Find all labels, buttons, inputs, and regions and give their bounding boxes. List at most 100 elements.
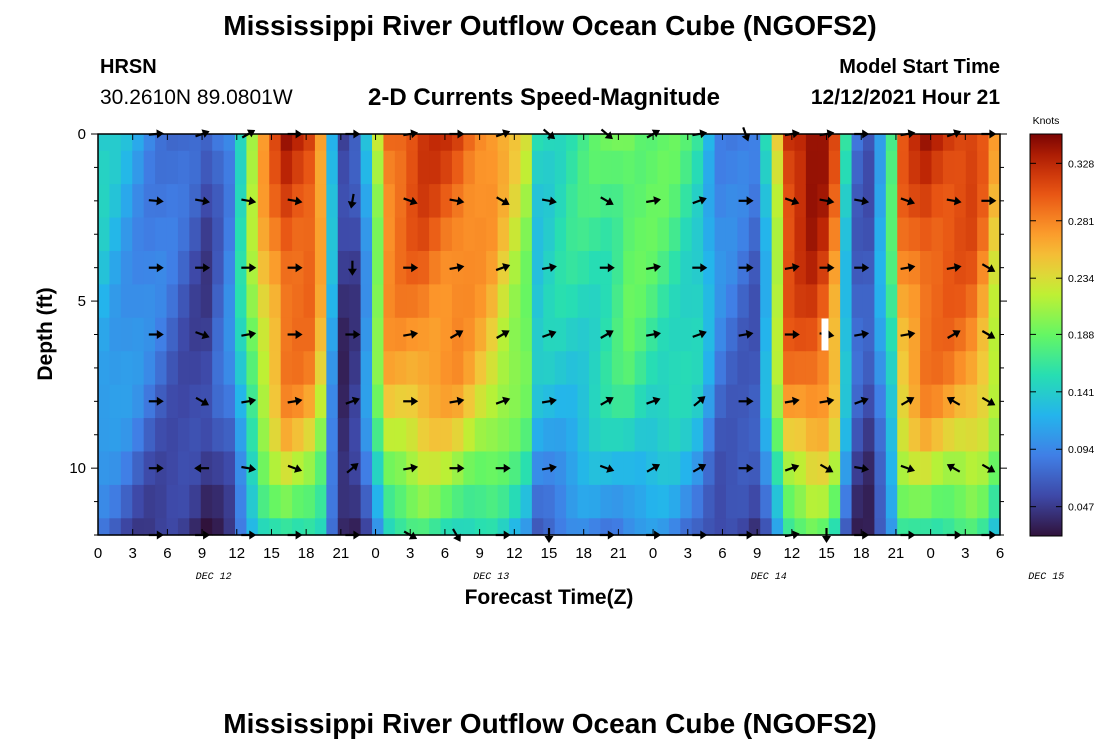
heatmap-cell — [908, 351, 921, 386]
heatmap-cell — [840, 184, 853, 219]
heatmap-cell — [588, 150, 601, 185]
heatmap-cell — [954, 284, 967, 319]
heatmap-cell — [965, 217, 978, 252]
heatmap-cell — [474, 284, 487, 319]
current-arrow-head — [791, 196, 800, 206]
heatmap-cell — [337, 150, 350, 185]
heatmap-cell — [223, 134, 236, 152]
heatmap-cell — [885, 351, 898, 386]
heatmap-cell — [862, 518, 876, 536]
heatmap-cell — [212, 134, 225, 152]
heatmap-cell — [383, 518, 396, 536]
heatmap-cell — [737, 418, 750, 453]
heatmap-cell — [554, 351, 567, 386]
current-arrow — [900, 396, 915, 406]
heatmap-cell — [657, 518, 670, 536]
heatmap-cell — [109, 351, 122, 386]
heatmap-cell — [862, 250, 876, 285]
heatmap-cell — [257, 250, 270, 285]
current-arrow — [854, 396, 869, 406]
heatmap-cell — [577, 184, 590, 219]
heatmap-cell — [657, 284, 670, 319]
current-arrow-head — [746, 396, 754, 406]
current-arrow — [646, 396, 661, 406]
heatmap-cell — [748, 184, 761, 219]
current-arrow — [403, 196, 418, 206]
heatmap-cell — [977, 134, 990, 152]
heatmap-cell — [394, 518, 407, 536]
x-tick-label: 15 — [263, 545, 280, 562]
heatmap-cell — [235, 250, 248, 285]
current-arrow — [692, 196, 707, 205]
heatmap-cell — [177, 451, 190, 486]
heatmap-cell — [600, 484, 613, 519]
heatmap-cell — [292, 518, 305, 536]
heatmap-cell — [314, 250, 327, 285]
station-coordinates: 30.2610N 89.0801W — [100, 86, 293, 109]
current-arrow-head — [409, 196, 418, 206]
heatmap-cell — [611, 384, 624, 419]
heatmap-cell — [885, 451, 898, 486]
heatmap-cell — [132, 184, 145, 219]
current-arrow-head — [792, 396, 800, 406]
heatmap-cell — [657, 150, 670, 185]
heatmap-cell — [760, 134, 773, 152]
heatmap-cell — [965, 451, 978, 486]
heatmap-cell — [851, 418, 864, 453]
heatmap-cell — [531, 217, 544, 252]
heatmap-cell — [463, 217, 476, 252]
current-arrow-head — [455, 330, 464, 338]
heatmap-cell — [874, 484, 887, 519]
current-arrow — [819, 196, 835, 206]
current-arrow-head — [248, 329, 257, 339]
heatmap-cell — [668, 418, 681, 453]
current-arrow-head — [698, 196, 707, 205]
heatmap-cell — [577, 351, 590, 386]
heatmap-cell — [714, 484, 727, 519]
current-arrow — [345, 396, 360, 406]
heatmap-cell — [280, 384, 293, 419]
heatmap-cell — [155, 150, 168, 185]
heatmap-cell — [920, 250, 933, 285]
heatmap-cell — [977, 451, 990, 486]
heatmap-cell — [634, 184, 647, 219]
heatmap-cell — [520, 317, 533, 352]
heatmap-cell — [554, 217, 567, 252]
heatmap-cell — [920, 217, 933, 252]
current-arrow — [646, 263, 661, 272]
heatmap-cell — [280, 284, 293, 319]
current-arrow — [449, 463, 465, 473]
heatmap-cell — [360, 284, 373, 319]
heatmap-cell — [977, 217, 990, 252]
current-arrow-head — [294, 464, 303, 473]
heatmap-cell — [668, 384, 681, 419]
heatmap-cell — [828, 250, 841, 285]
heatmap-cell — [874, 518, 887, 536]
heatmap-cell — [862, 451, 876, 486]
heatmap-cell — [417, 217, 430, 252]
heatmap-cell — [748, 418, 761, 453]
heatmap-cell — [223, 217, 236, 252]
heatmap-cell — [314, 317, 327, 352]
heatmap-cell — [623, 518, 636, 536]
heatmap-cell — [166, 150, 179, 185]
heatmap-cell — [269, 351, 282, 386]
heatmap-cell — [908, 384, 921, 419]
heatmap-cell — [965, 418, 978, 453]
heatmap-cell — [920, 184, 933, 219]
heatmap-cell — [155, 418, 168, 453]
heatmap-cell — [269, 451, 282, 486]
heatmap-cell — [874, 284, 887, 319]
heatmap-cell — [771, 451, 784, 486]
heatmap-cell — [223, 250, 236, 285]
heatmap-cell — [714, 451, 727, 486]
heatmap-cell — [509, 284, 522, 319]
heatmap-cell — [497, 518, 510, 536]
heatmap-cell — [132, 351, 145, 386]
current-arrow-head — [745, 329, 754, 339]
heatmap-cell — [600, 351, 613, 386]
heatmap-cell — [429, 184, 442, 219]
heatmap-cell — [703, 317, 716, 352]
current-arrow-head — [294, 396, 303, 406]
current-arrow — [449, 263, 465, 272]
